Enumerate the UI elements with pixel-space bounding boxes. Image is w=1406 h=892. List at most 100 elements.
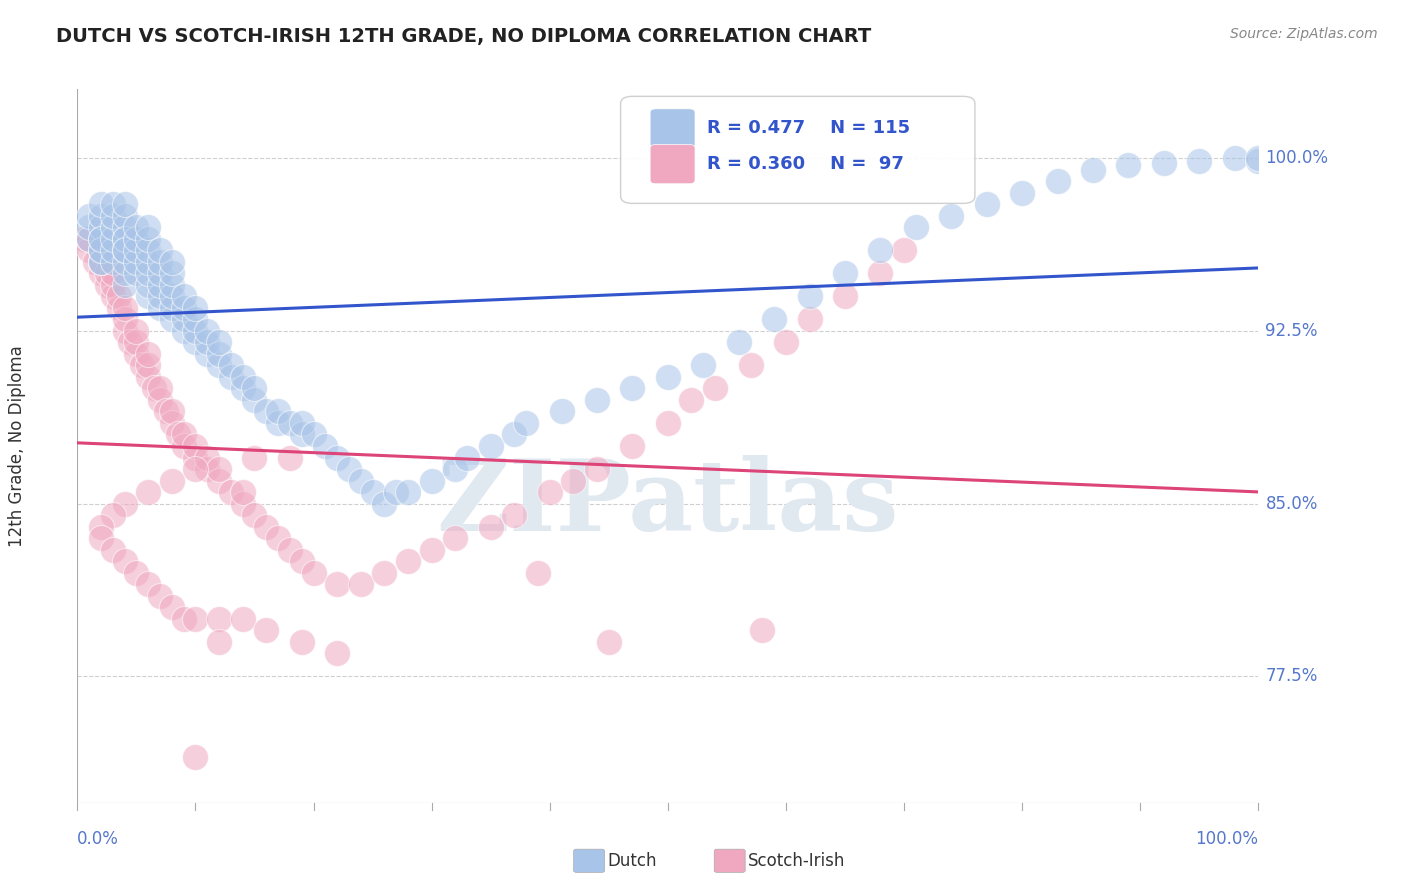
Point bbox=[775, 335, 797, 350]
Point bbox=[173, 612, 195, 626]
Text: R = 0.477    N = 115: R = 0.477 N = 115 bbox=[707, 120, 910, 137]
Point bbox=[101, 244, 124, 258]
Point bbox=[125, 266, 148, 280]
Point bbox=[107, 289, 129, 303]
Point bbox=[184, 462, 207, 476]
Point bbox=[763, 312, 786, 326]
Point bbox=[90, 531, 112, 545]
Point bbox=[136, 359, 159, 373]
Point bbox=[149, 381, 172, 395]
Point bbox=[173, 301, 195, 315]
Point bbox=[1153, 156, 1175, 170]
Point bbox=[90, 244, 112, 258]
Point bbox=[77, 232, 100, 246]
Point bbox=[208, 474, 231, 488]
Text: 12th Grade, No Diploma: 12th Grade, No Diploma bbox=[8, 345, 25, 547]
Point bbox=[254, 404, 277, 418]
Point bbox=[114, 232, 136, 246]
Point bbox=[160, 312, 183, 326]
Point bbox=[208, 634, 231, 648]
Point bbox=[869, 266, 891, 280]
Point bbox=[125, 244, 148, 258]
Point bbox=[184, 450, 207, 465]
Point bbox=[131, 359, 153, 373]
Point bbox=[149, 266, 172, 280]
Point bbox=[184, 612, 207, 626]
Point bbox=[232, 485, 254, 500]
Point bbox=[149, 277, 172, 292]
Text: 100.0%: 100.0% bbox=[1195, 830, 1258, 847]
Point bbox=[101, 232, 124, 246]
Point bbox=[114, 197, 136, 211]
Point bbox=[373, 566, 395, 580]
Point bbox=[621, 439, 644, 453]
Point bbox=[267, 531, 290, 545]
Point bbox=[90, 519, 112, 533]
Point bbox=[143, 381, 166, 395]
Point bbox=[155, 404, 177, 418]
Point bbox=[941, 209, 963, 223]
Point bbox=[208, 612, 231, 626]
Point bbox=[101, 508, 124, 522]
Point bbox=[314, 439, 336, 453]
Point bbox=[114, 324, 136, 338]
Text: 0.0%: 0.0% bbox=[77, 830, 120, 847]
Text: 77.5%: 77.5% bbox=[1265, 667, 1317, 685]
Point bbox=[136, 220, 159, 235]
Point bbox=[232, 381, 254, 395]
Point bbox=[114, 312, 136, 326]
Point bbox=[550, 404, 572, 418]
Point bbox=[173, 289, 195, 303]
Point bbox=[101, 209, 124, 223]
Point bbox=[136, 370, 159, 384]
Point bbox=[727, 335, 749, 350]
Point bbox=[101, 277, 124, 292]
Point bbox=[503, 508, 526, 522]
Point bbox=[101, 197, 124, 211]
Point bbox=[173, 439, 195, 453]
Point bbox=[326, 646, 349, 660]
Point bbox=[136, 255, 159, 269]
Point bbox=[799, 312, 821, 326]
Point bbox=[114, 244, 136, 258]
Point bbox=[101, 220, 124, 235]
Point bbox=[326, 450, 349, 465]
Point bbox=[114, 220, 136, 235]
Point bbox=[125, 335, 148, 350]
Point bbox=[90, 255, 112, 269]
Point bbox=[350, 577, 373, 591]
Point bbox=[291, 427, 314, 442]
Point bbox=[219, 359, 242, 373]
Text: 85.0%: 85.0% bbox=[1265, 494, 1317, 513]
Point bbox=[195, 335, 218, 350]
Point bbox=[184, 312, 207, 326]
Point bbox=[101, 266, 124, 280]
Point bbox=[160, 404, 183, 418]
Point bbox=[149, 255, 172, 269]
Point bbox=[291, 634, 314, 648]
Point bbox=[621, 381, 644, 395]
Point bbox=[704, 381, 727, 395]
Point bbox=[114, 277, 136, 292]
Point bbox=[657, 416, 679, 430]
Point bbox=[740, 359, 762, 373]
Point bbox=[195, 450, 218, 465]
Point bbox=[114, 497, 136, 511]
Point bbox=[125, 220, 148, 235]
Point bbox=[136, 485, 159, 500]
Text: ZIPatlas: ZIPatlas bbox=[437, 455, 898, 551]
Point bbox=[278, 450, 301, 465]
Point bbox=[893, 244, 915, 258]
Point bbox=[444, 531, 467, 545]
Point bbox=[136, 277, 159, 292]
Point bbox=[90, 197, 112, 211]
Point bbox=[149, 289, 172, 303]
Point bbox=[1247, 153, 1270, 168]
Point bbox=[1188, 153, 1211, 168]
Point bbox=[114, 255, 136, 269]
Point bbox=[90, 232, 112, 246]
Point bbox=[136, 289, 159, 303]
Point bbox=[136, 347, 159, 361]
Point bbox=[527, 566, 550, 580]
Point bbox=[149, 244, 172, 258]
